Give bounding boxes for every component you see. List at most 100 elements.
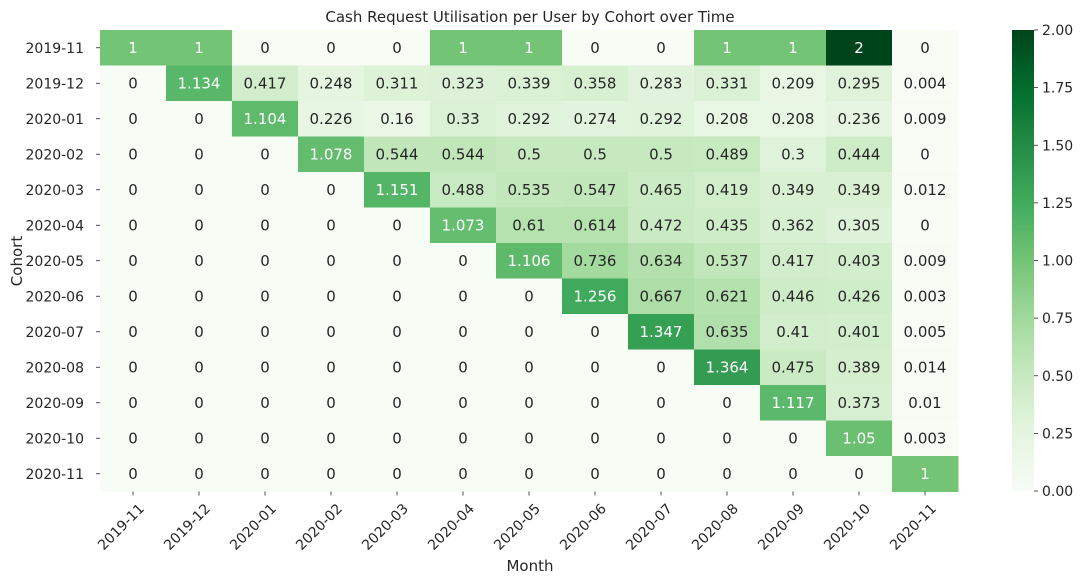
colorbar: 0.00 0.25 0.50 0.75 1.00 1.25 1.50 1.75 2.00: [1012, 23, 1073, 500]
heatmap-cell: [628, 65, 695, 102]
cell-value-label: 0.208: [706, 110, 749, 128]
cell-value-label: 0.209: [772, 74, 815, 92]
heatmap-cell: [694, 278, 761, 315]
colorbar-tick-label: 1.50: [1042, 138, 1073, 154]
heatmap-cell: [496, 136, 563, 173]
cell-value-label: 0: [260, 287, 270, 305]
heatmap-cell: [166, 207, 233, 244]
heatmap-cell: [562, 172, 629, 208]
cell-value-label: 0.248: [310, 74, 353, 92]
cell-value-label: 1.05: [842, 429, 875, 447]
heatmap-cell: [892, 136, 959, 173]
cell-value-label: 0: [524, 287, 534, 305]
colorbar-tick-label: 0.50: [1042, 369, 1073, 385]
heatmap-cell: [892, 101, 959, 137]
cell-value-label: 0.465: [640, 181, 683, 199]
heatmap-cell: [562, 349, 629, 386]
heatmap-cell: [496, 278, 563, 315]
cell-value-label: 0.339: [508, 74, 551, 92]
x-tick-label: 2020-01: [227, 501, 280, 554]
cell-value-label: 0: [920, 145, 930, 163]
cell-value-label: 0.535: [508, 181, 551, 199]
cell-value-label: 0: [194, 216, 204, 234]
heatmap-cell: [232, 314, 299, 350]
heatmap-cell: [892, 456, 959, 492]
heatmap-cell: [232, 456, 299, 492]
cell-value-label: 0.283: [640, 74, 683, 92]
cell-value-label: 0.426: [838, 287, 881, 305]
cell-value-label: 0: [128, 252, 138, 270]
x-tick-label: 2020-09: [755, 501, 808, 554]
cell-value-label: 0.3: [781, 145, 805, 163]
heatmap-cell: [760, 314, 827, 350]
cell-value-label: 0: [128, 323, 138, 341]
heatmap-cell: [100, 30, 167, 66]
heatmap-cell: [496, 456, 563, 492]
heatmap-cell: [298, 420, 365, 457]
y-axis-label: Cohort: [8, 236, 26, 287]
heatmap-cell: [100, 207, 167, 244]
cell-value-label: 0.305: [838, 216, 881, 234]
cell-value-label: 0.472: [640, 216, 683, 234]
heatmap-cell: [166, 65, 233, 102]
heatmap-cell: [232, 136, 299, 173]
heatmap-cell: [232, 101, 299, 137]
cell-value-label: 0: [128, 394, 138, 412]
cell-value-label: 0: [392, 216, 402, 234]
cell-value-label: 0: [722, 465, 732, 483]
cell-value-label: 0.621: [706, 287, 749, 305]
heatmap-cell: [826, 65, 893, 102]
cell-value-label: 0: [128, 465, 138, 483]
heatmap-cell: [694, 136, 761, 173]
heatmap-cell: [100, 65, 167, 102]
cell-value-label: 0.009: [904, 252, 947, 270]
heatmap-cell: [100, 243, 167, 279]
heatmap-cell: [430, 101, 497, 137]
cell-value-label: 0: [194, 323, 204, 341]
cell-value-label: 0: [788, 429, 798, 447]
cell-value-label: 0.373: [838, 394, 881, 412]
heatmap-cell: [298, 207, 365, 244]
heatmap-cell: [628, 314, 695, 350]
colorbar-tick-label: 1.00: [1042, 254, 1073, 270]
heatmap-cell: [430, 385, 497, 421]
cell-value-label: 1.347: [640, 323, 683, 341]
cell-value-label: 0: [788, 465, 798, 483]
y-tick-label: 2019-11: [26, 41, 85, 57]
cell-value-label: 0: [722, 394, 732, 412]
heatmap-cell: [364, 65, 431, 102]
heatmap-cell: [298, 30, 365, 66]
heatmap-cell: [298, 243, 365, 279]
heatmap-cell: [298, 65, 365, 102]
cell-value-label: 1: [920, 465, 930, 483]
cell-value-label: 0: [524, 465, 534, 483]
heatmap-cell: [760, 207, 827, 244]
heatmap-cell: [628, 172, 695, 208]
cell-value-label: 0.005: [904, 323, 947, 341]
cell-value-label: 0.403: [838, 252, 881, 270]
heatmap-cell: [232, 243, 299, 279]
heatmap-cell: [892, 420, 959, 457]
cell-value-label: 0: [458, 252, 468, 270]
cell-value-label: 0: [392, 39, 402, 57]
heatmap-cell: [298, 456, 365, 492]
heatmap-cell: [430, 136, 497, 173]
heatmap-cell: [892, 385, 959, 421]
heatmap-cell: [892, 278, 959, 315]
cell-value-label: 0: [524, 394, 534, 412]
cell-value-label: 0: [194, 252, 204, 270]
x-tick-label: 2020-11: [887, 501, 940, 554]
heatmap-cell: [430, 349, 497, 386]
heatmap-cell: [496, 101, 563, 137]
heatmap-cell: [496, 420, 563, 457]
cell-value-label: 0.331: [706, 74, 749, 92]
cell-value-label: 0: [260, 465, 270, 483]
heatmap-cell: [364, 243, 431, 279]
cell-value-label: 0: [260, 358, 270, 376]
heatmap-cell: [760, 101, 827, 137]
cell-value-label: 0.349: [772, 181, 815, 199]
cell-value-label: 0: [854, 465, 864, 483]
x-tick-label: 2019-11: [95, 501, 148, 554]
heatmap-cell: [760, 30, 827, 66]
cell-value-label: 0: [260, 394, 270, 412]
